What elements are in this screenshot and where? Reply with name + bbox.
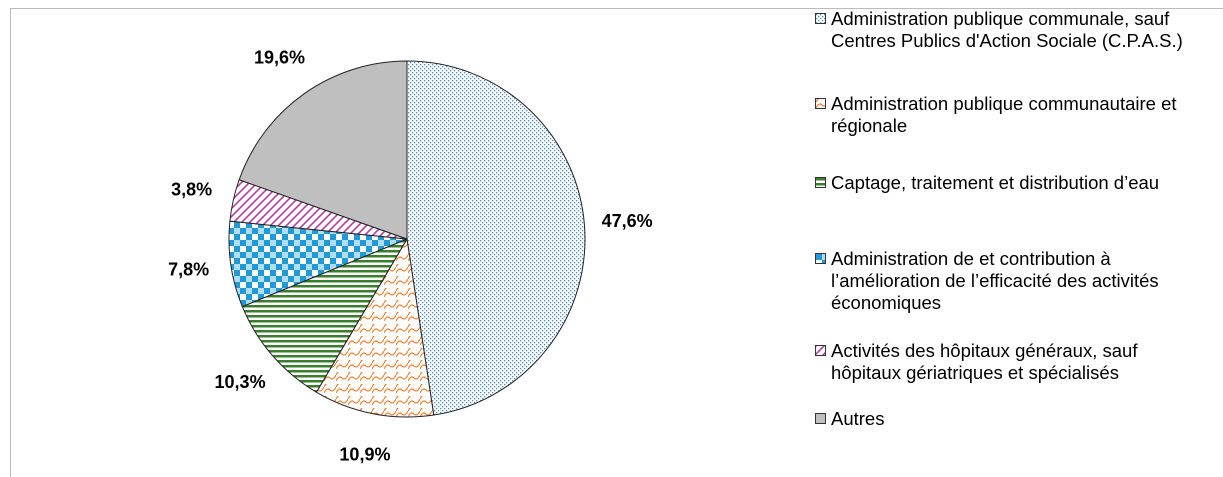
legend-label: Administration publique communautaire et… [831, 93, 1177, 136]
legend-swatch [815, 345, 826, 356]
legend-item: Autres [815, 408, 1201, 430]
data-label: 47,6% [602, 211, 653, 231]
data-label: 10,3% [215, 372, 266, 392]
legend-item: Administration publique communale, sauf … [815, 8, 1201, 52]
legend-label: Administration publique communale, sauf … [831, 8, 1183, 51]
pie-slice [315, 237, 435, 418]
pie-slice [241, 237, 409, 393]
legend-swatch [815, 13, 826, 24]
data-label: 7,8% [168, 260, 209, 280]
legend-label: Administration de et contribution à l’am… [831, 248, 1159, 313]
legend-swatch [815, 253, 826, 264]
pie-slice [406, 60, 586, 416]
pie-slice [238, 60, 408, 240]
data-label: 3,8% [171, 180, 212, 200]
legend-label: Captage, traitement et distribution d’ea… [831, 172, 1160, 193]
legend-item: Activités des hôpitaux généraux, sauf hô… [815, 340, 1201, 384]
legend-item: Captage, traitement et distribution d’ea… [815, 172, 1201, 194]
legend-label: Autres [831, 408, 885, 429]
data-label: 10,9% [339, 444, 390, 464]
data-label: 19,6% [254, 48, 305, 68]
legend-swatch [815, 98, 826, 109]
legend-swatch [815, 177, 826, 188]
legend-item: Administration publique communautaire et… [815, 93, 1201, 137]
chart-border [10, 8, 1223, 477]
legend-item: Administration de et contribution à l’am… [815, 248, 1201, 314]
legend-swatch [815, 413, 826, 424]
legend-label: Activités des hôpitaux généraux, sauf hô… [831, 340, 1138, 383]
